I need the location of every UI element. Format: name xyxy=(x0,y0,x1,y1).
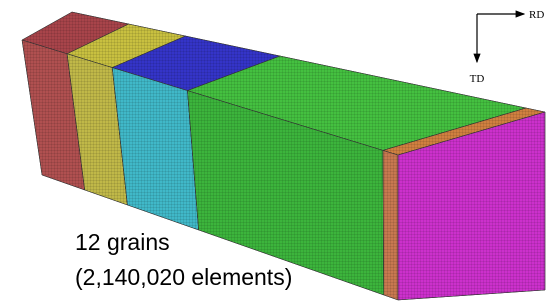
caption-line: (2,140,020 elements) xyxy=(75,264,292,290)
figure: RD TD 12 grains (2,140,020 elements) xyxy=(0,0,556,305)
mesh-box xyxy=(22,12,545,300)
td-label: TD xyxy=(470,73,485,85)
axis-indicator: RD TD xyxy=(470,9,545,85)
mesh-overlay xyxy=(112,68,198,230)
mesh-overlay xyxy=(383,150,398,300)
caption-line: 12 grains xyxy=(75,229,170,255)
rd-label: RD xyxy=(529,9,544,21)
